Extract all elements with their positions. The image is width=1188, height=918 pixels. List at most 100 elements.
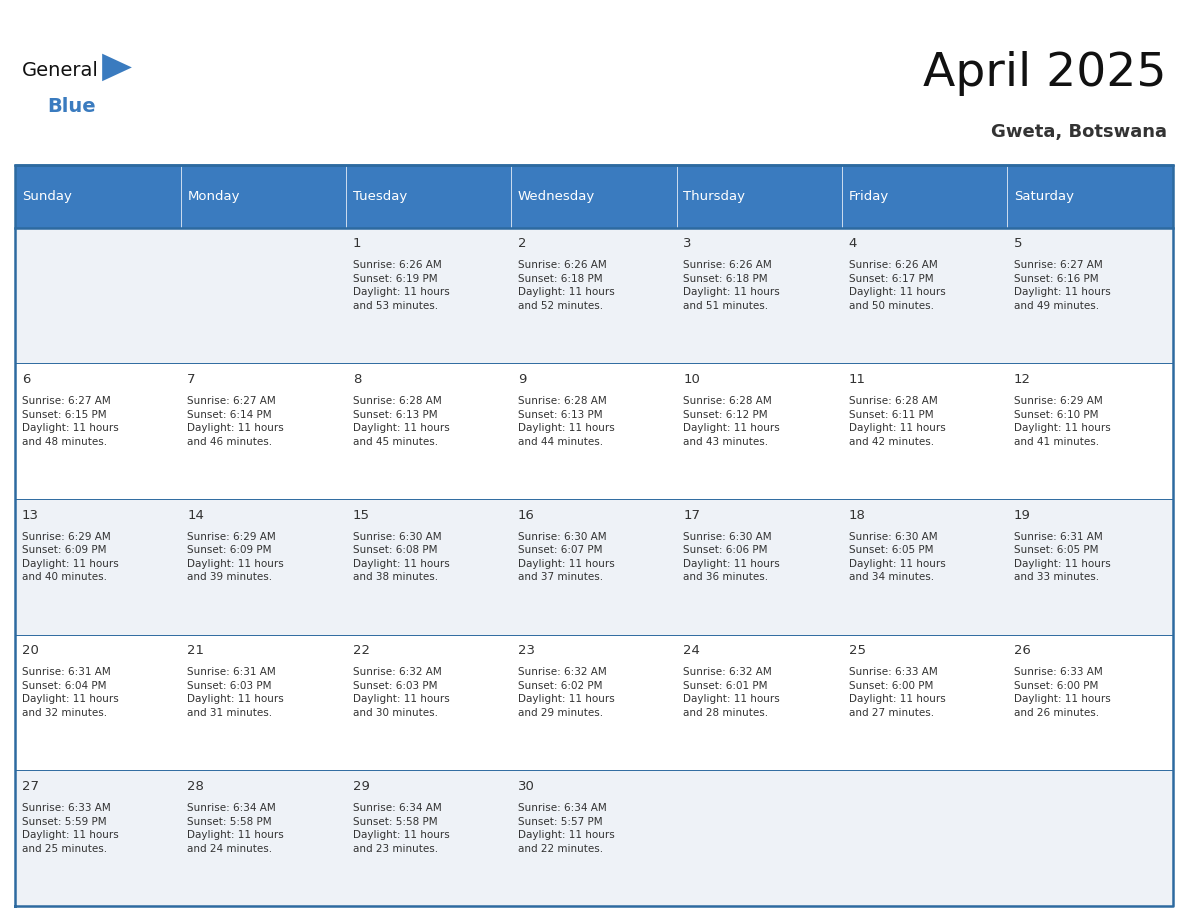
Bar — [1007, 770, 1173, 906]
Bar — [511, 499, 677, 634]
Text: 3: 3 — [683, 237, 691, 251]
Text: 26: 26 — [1013, 644, 1031, 657]
Text: Wednesday: Wednesday — [518, 190, 595, 203]
Bar — [181, 770, 346, 906]
Text: Sunrise: 6:28 AM
Sunset: 6:11 PM
Daylight: 11 hours
and 42 minutes.: Sunrise: 6:28 AM Sunset: 6:11 PM Dayligh… — [848, 396, 946, 447]
Text: Sunrise: 6:31 AM
Sunset: 6:05 PM
Daylight: 11 hours
and 33 minutes.: Sunrise: 6:31 AM Sunset: 6:05 PM Dayligh… — [1013, 532, 1111, 582]
Text: Sunday: Sunday — [23, 190, 72, 203]
Bar — [346, 228, 511, 364]
Text: 20: 20 — [23, 644, 39, 657]
Bar — [1007, 499, 1173, 634]
Bar — [181, 165, 346, 228]
Bar — [1007, 364, 1173, 499]
Bar — [842, 364, 1007, 499]
Text: 24: 24 — [683, 644, 700, 657]
Text: 16: 16 — [518, 509, 535, 521]
Text: 1: 1 — [353, 237, 361, 251]
Text: 23: 23 — [518, 644, 535, 657]
Bar — [181, 634, 346, 770]
Text: 5: 5 — [1013, 237, 1023, 251]
Bar — [15, 770, 181, 906]
Text: Sunrise: 6:33 AM
Sunset: 5:59 PM
Daylight: 11 hours
and 25 minutes.: Sunrise: 6:33 AM Sunset: 5:59 PM Dayligh… — [23, 803, 119, 854]
Text: 18: 18 — [848, 509, 865, 521]
Text: 6: 6 — [23, 373, 31, 386]
Bar — [15, 165, 181, 228]
Text: April 2025: April 2025 — [923, 50, 1167, 95]
Text: 17: 17 — [683, 509, 700, 521]
Text: Sunrise: 6:26 AM
Sunset: 6:17 PM
Daylight: 11 hours
and 50 minutes.: Sunrise: 6:26 AM Sunset: 6:17 PM Dayligh… — [848, 260, 946, 311]
Text: 14: 14 — [188, 509, 204, 521]
Text: Sunrise: 6:31 AM
Sunset: 6:04 PM
Daylight: 11 hours
and 32 minutes.: Sunrise: 6:31 AM Sunset: 6:04 PM Dayligh… — [23, 667, 119, 718]
Text: 19: 19 — [1013, 509, 1031, 521]
Text: 21: 21 — [188, 644, 204, 657]
Text: 29: 29 — [353, 780, 369, 793]
Text: Sunrise: 6:29 AM
Sunset: 6:09 PM
Daylight: 11 hours
and 40 minutes.: Sunrise: 6:29 AM Sunset: 6:09 PM Dayligh… — [23, 532, 119, 582]
Text: Sunrise: 6:29 AM
Sunset: 6:09 PM
Daylight: 11 hours
and 39 minutes.: Sunrise: 6:29 AM Sunset: 6:09 PM Dayligh… — [188, 532, 284, 582]
Bar — [1007, 634, 1173, 770]
Text: Sunrise: 6:34 AM
Sunset: 5:58 PM
Daylight: 11 hours
and 24 minutes.: Sunrise: 6:34 AM Sunset: 5:58 PM Dayligh… — [188, 803, 284, 854]
Bar — [346, 499, 511, 634]
Text: Blue: Blue — [48, 97, 96, 117]
Text: Thursday: Thursday — [683, 190, 745, 203]
Text: Sunrise: 6:30 AM
Sunset: 6:07 PM
Daylight: 11 hours
and 37 minutes.: Sunrise: 6:30 AM Sunset: 6:07 PM Dayligh… — [518, 532, 614, 582]
Text: 22: 22 — [353, 644, 369, 657]
Polygon shape — [102, 53, 132, 81]
Text: 11: 11 — [848, 373, 866, 386]
Text: Friday: Friday — [848, 190, 889, 203]
Text: 25: 25 — [848, 644, 866, 657]
Text: Sunrise: 6:29 AM
Sunset: 6:10 PM
Daylight: 11 hours
and 41 minutes.: Sunrise: 6:29 AM Sunset: 6:10 PM Dayligh… — [1013, 396, 1111, 447]
Bar — [346, 364, 511, 499]
Text: Sunrise: 6:27 AM
Sunset: 6:15 PM
Daylight: 11 hours
and 48 minutes.: Sunrise: 6:27 AM Sunset: 6:15 PM Dayligh… — [23, 396, 119, 447]
Text: Sunrise: 6:30 AM
Sunset: 6:08 PM
Daylight: 11 hours
and 38 minutes.: Sunrise: 6:30 AM Sunset: 6:08 PM Dayligh… — [353, 532, 449, 582]
Text: 2: 2 — [518, 237, 526, 251]
Bar — [677, 165, 842, 228]
Text: Saturday: Saturday — [1013, 190, 1074, 203]
Bar — [1007, 165, 1173, 228]
Bar — [511, 634, 677, 770]
Text: Sunrise: 6:26 AM
Sunset: 6:18 PM
Daylight: 11 hours
and 51 minutes.: Sunrise: 6:26 AM Sunset: 6:18 PM Dayligh… — [683, 260, 781, 311]
Text: Sunrise: 6:34 AM
Sunset: 5:57 PM
Daylight: 11 hours
and 22 minutes.: Sunrise: 6:34 AM Sunset: 5:57 PM Dayligh… — [518, 803, 614, 854]
Text: 9: 9 — [518, 373, 526, 386]
Text: General: General — [21, 61, 99, 80]
Text: Sunrise: 6:31 AM
Sunset: 6:03 PM
Daylight: 11 hours
and 31 minutes.: Sunrise: 6:31 AM Sunset: 6:03 PM Dayligh… — [188, 667, 284, 718]
Bar — [677, 364, 842, 499]
Bar — [15, 634, 181, 770]
Bar — [1007, 228, 1173, 364]
Text: Tuesday: Tuesday — [353, 190, 407, 203]
Text: 7: 7 — [188, 373, 196, 386]
Bar — [181, 499, 346, 634]
Text: Sunrise: 6:26 AM
Sunset: 6:19 PM
Daylight: 11 hours
and 53 minutes.: Sunrise: 6:26 AM Sunset: 6:19 PM Dayligh… — [353, 260, 449, 311]
Bar — [677, 228, 842, 364]
Text: 4: 4 — [848, 237, 857, 251]
Text: 27: 27 — [23, 780, 39, 793]
Bar — [181, 364, 346, 499]
Bar — [677, 499, 842, 634]
Bar — [842, 228, 1007, 364]
Text: 13: 13 — [23, 509, 39, 521]
Bar — [842, 165, 1007, 228]
Bar — [346, 770, 511, 906]
Text: Sunrise: 6:27 AM
Sunset: 6:14 PM
Daylight: 11 hours
and 46 minutes.: Sunrise: 6:27 AM Sunset: 6:14 PM Dayligh… — [188, 396, 284, 447]
Bar — [842, 634, 1007, 770]
Text: Sunrise: 6:28 AM
Sunset: 6:12 PM
Daylight: 11 hours
and 43 minutes.: Sunrise: 6:28 AM Sunset: 6:12 PM Dayligh… — [683, 396, 781, 447]
Text: Sunrise: 6:27 AM
Sunset: 6:16 PM
Daylight: 11 hours
and 49 minutes.: Sunrise: 6:27 AM Sunset: 6:16 PM Dayligh… — [1013, 260, 1111, 311]
Text: Sunrise: 6:30 AM
Sunset: 6:06 PM
Daylight: 11 hours
and 36 minutes.: Sunrise: 6:30 AM Sunset: 6:06 PM Dayligh… — [683, 532, 781, 582]
Text: Sunrise: 6:28 AM
Sunset: 6:13 PM
Daylight: 11 hours
and 45 minutes.: Sunrise: 6:28 AM Sunset: 6:13 PM Dayligh… — [353, 396, 449, 447]
Text: Sunrise: 6:28 AM
Sunset: 6:13 PM
Daylight: 11 hours
and 44 minutes.: Sunrise: 6:28 AM Sunset: 6:13 PM Dayligh… — [518, 396, 614, 447]
Text: Gweta, Botswana: Gweta, Botswana — [991, 122, 1167, 140]
Bar — [511, 770, 677, 906]
Bar — [677, 770, 842, 906]
Text: Sunrise: 6:26 AM
Sunset: 6:18 PM
Daylight: 11 hours
and 52 minutes.: Sunrise: 6:26 AM Sunset: 6:18 PM Dayligh… — [518, 260, 614, 311]
Text: Sunrise: 6:33 AM
Sunset: 6:00 PM
Daylight: 11 hours
and 27 minutes.: Sunrise: 6:33 AM Sunset: 6:00 PM Dayligh… — [848, 667, 946, 718]
Text: Sunrise: 6:33 AM
Sunset: 6:00 PM
Daylight: 11 hours
and 26 minutes.: Sunrise: 6:33 AM Sunset: 6:00 PM Dayligh… — [1013, 667, 1111, 718]
Text: Sunrise: 6:32 AM
Sunset: 6:02 PM
Daylight: 11 hours
and 29 minutes.: Sunrise: 6:32 AM Sunset: 6:02 PM Dayligh… — [518, 667, 614, 718]
Text: Sunrise: 6:32 AM
Sunset: 6:03 PM
Daylight: 11 hours
and 30 minutes.: Sunrise: 6:32 AM Sunset: 6:03 PM Dayligh… — [353, 667, 449, 718]
Text: 10: 10 — [683, 373, 700, 386]
Text: Sunrise: 6:30 AM
Sunset: 6:05 PM
Daylight: 11 hours
and 34 minutes.: Sunrise: 6:30 AM Sunset: 6:05 PM Dayligh… — [848, 532, 946, 582]
Text: 28: 28 — [188, 780, 204, 793]
Bar — [842, 770, 1007, 906]
Text: Sunrise: 6:34 AM
Sunset: 5:58 PM
Daylight: 11 hours
and 23 minutes.: Sunrise: 6:34 AM Sunset: 5:58 PM Dayligh… — [353, 803, 449, 854]
Text: Sunrise: 6:32 AM
Sunset: 6:01 PM
Daylight: 11 hours
and 28 minutes.: Sunrise: 6:32 AM Sunset: 6:01 PM Dayligh… — [683, 667, 781, 718]
Text: Monday: Monday — [188, 190, 240, 203]
Bar — [15, 499, 181, 634]
